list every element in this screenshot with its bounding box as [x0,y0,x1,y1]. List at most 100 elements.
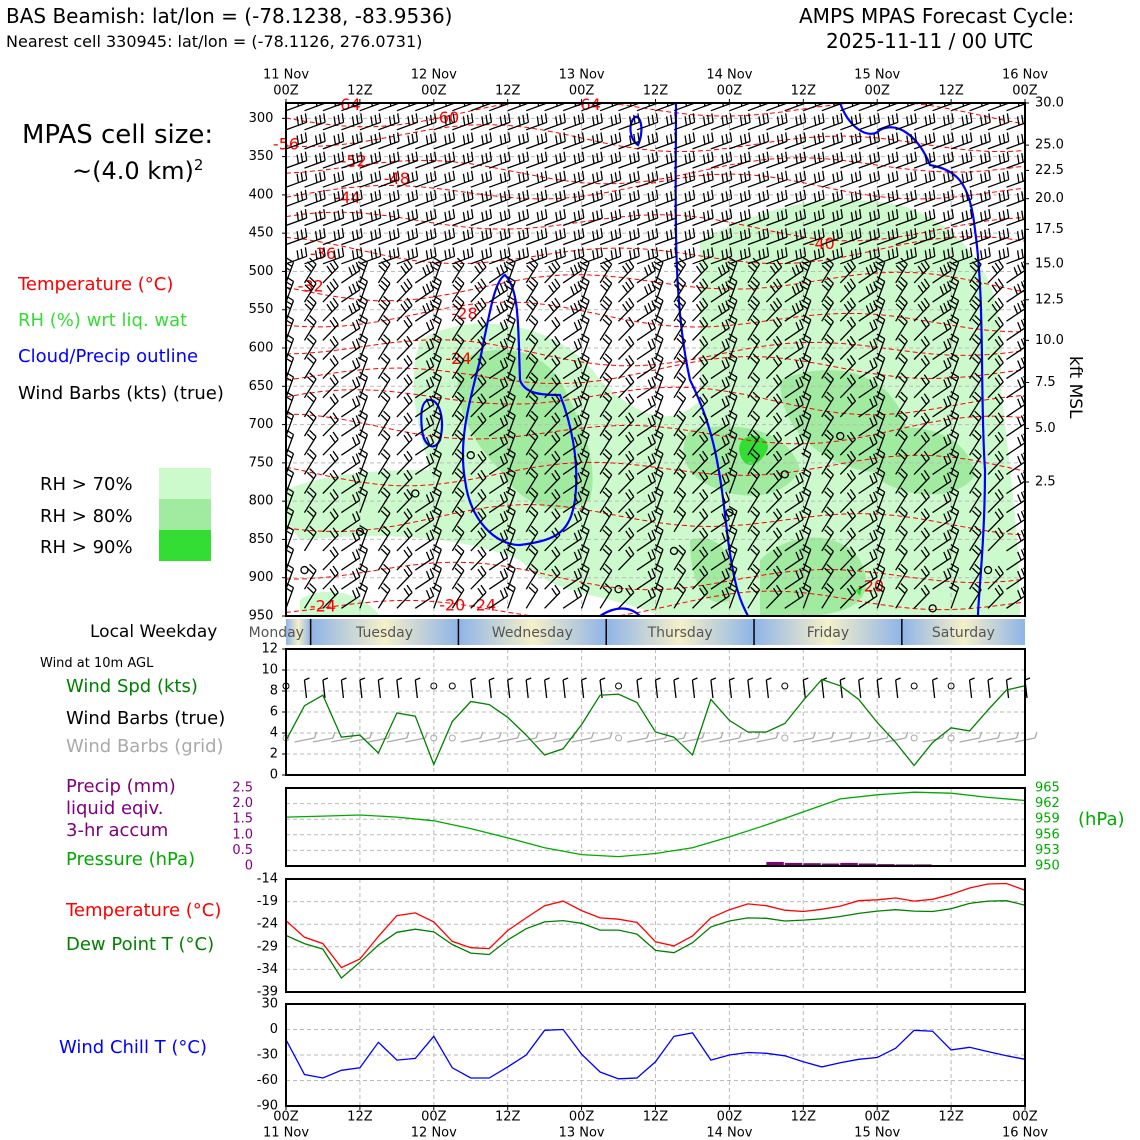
wind-barb [765,297,783,322]
wind-barb [1006,357,1025,380]
wind-barb [1006,229,1025,246]
wind-barb [451,276,465,303]
pressure-y-tick-label: 953 [1035,843,1060,858]
wind-barb [932,132,954,150]
wind-barb [969,525,982,552]
bottom-time-date: 15 Nov [854,1126,900,1140]
wind-barb [544,335,561,360]
wind-barb [525,189,548,208]
wind-barb [579,467,590,494]
wind-barb [987,189,1010,208]
wind10-barb-grid [331,731,355,743]
legend-precip-1: Precip (mm) [66,776,176,797]
wind-barb [286,448,295,475]
wind-barb [396,228,419,246]
wind-barb [803,103,825,112]
wind-barb [341,103,363,112]
wind-barb [895,410,908,437]
wind-barb [470,209,493,227]
wind-barb [803,113,825,131]
wind-barb [692,450,709,475]
wind-barb [415,247,437,265]
kft-tick-label: 7.5 [1035,375,1056,390]
wind-barb [653,371,664,399]
wind10-barb-grid [349,731,373,743]
wind-barb [322,412,339,437]
wind-barb [839,431,857,456]
weekday-day-band [901,619,1025,645]
wind-barb [821,391,834,418]
wind-barb [359,189,382,208]
wind-barb [875,563,886,590]
wind-barb [1006,376,1025,399]
wind-barb [452,170,474,188]
wind-barb [727,563,738,590]
wind-barb [599,132,622,150]
wind10-calm [910,682,918,690]
kft-tick-label: 25.0 [1035,138,1064,153]
wind-barb [562,170,585,188]
wind-barb [525,563,539,590]
temp-contour-line [286,590,1025,616]
wind-barb [579,314,590,341]
wind-barb [488,113,511,131]
wind-barb [673,132,696,150]
wind-barb [729,170,751,188]
wind-barb [357,352,369,379]
wind-barb [618,151,640,169]
wind-barb [599,449,613,475]
precip-y-tick-label: 2.0 [232,796,253,811]
wind-barb [895,372,908,399]
wind-barb [304,228,326,246]
wind-barb [286,113,308,131]
wind-barb [875,544,886,571]
rh80-area [457,349,593,509]
wind-barb [839,489,857,514]
wind-barb [322,170,345,188]
wind-barb [377,315,391,341]
wind-barb [873,257,886,284]
wind-barb [766,228,788,246]
wind-barb [895,563,908,590]
panel-frame [285,878,1026,993]
wind-barb [913,469,930,494]
wind-barb [562,530,583,552]
wind-barb [655,189,677,208]
wind-barb [378,132,400,150]
wind-barb [525,487,539,513]
wind10-barb-true [414,677,421,699]
wind10-barb-true [507,677,513,699]
top-time-hour: 12Z [791,84,817,99]
wind-barb [747,506,761,533]
wind-barb [1006,153,1025,169]
wind-barb [544,489,561,514]
wind-barb [359,209,382,227]
wind-barb [784,209,807,227]
wind-barb [378,247,400,265]
wind-barb [414,396,435,418]
wind-barb [821,113,844,131]
wind-barb [433,132,456,150]
wind-barb [378,189,400,208]
wind-barb [840,113,862,131]
wind-barb [932,247,954,265]
wind-barb [987,259,1004,284]
weekday-day-band [286,619,311,645]
wind-barb [895,449,908,475]
wind-barb [579,486,590,513]
wind-barb [322,103,345,112]
wind10-barb-grid [682,731,706,743]
pressure-tick-label: 750 [249,455,274,470]
wind-barb [396,259,413,284]
wind-barb [673,228,696,246]
bottom-time-date: 13 Nov [559,1126,605,1140]
wind-barb [784,510,804,533]
wind-barb [599,103,622,112]
weekday-day-band [310,619,459,645]
wind-barb [488,434,509,456]
wind-barb [653,505,664,533]
wind-barb [341,338,361,361]
wind-barb [433,113,456,131]
wind-barb [618,393,635,418]
wind-barb [618,247,640,265]
